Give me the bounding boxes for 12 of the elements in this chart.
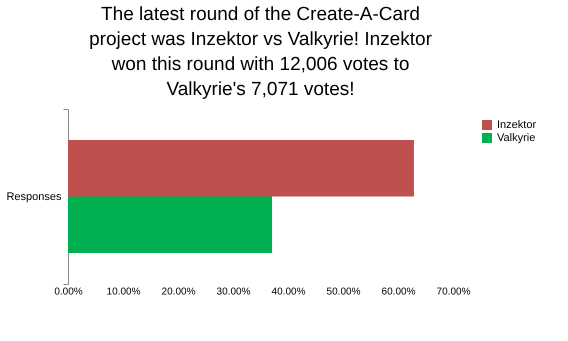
- x-tick-label: 60.00%: [382, 286, 416, 298]
- x-tick-label: 0.00%: [54, 286, 83, 298]
- x-tick-label: 30.00%: [216, 286, 251, 298]
- x-tick-label: 20.00%: [162, 286, 196, 298]
- x-tick-label: 50.00%: [326, 286, 361, 298]
- x-tick-label: 10.00%: [106, 286, 141, 298]
- legend-label: Inzektor: [497, 119, 536, 131]
- y-tick-label: Responses: [6, 191, 62, 203]
- chart-title: The latest round of the Create-A-Card project was Inzektor vs Valkyrie! Inzektor won this round with 12,006 votes to Valkyrie's 7,071 votes!: [89, 4, 433, 100]
- x-tick-label: 70.00%: [436, 286, 471, 298]
- x-tick-label: 40.00%: [272, 286, 306, 298]
- legend-label: Valkyrie: [497, 132, 536, 144]
